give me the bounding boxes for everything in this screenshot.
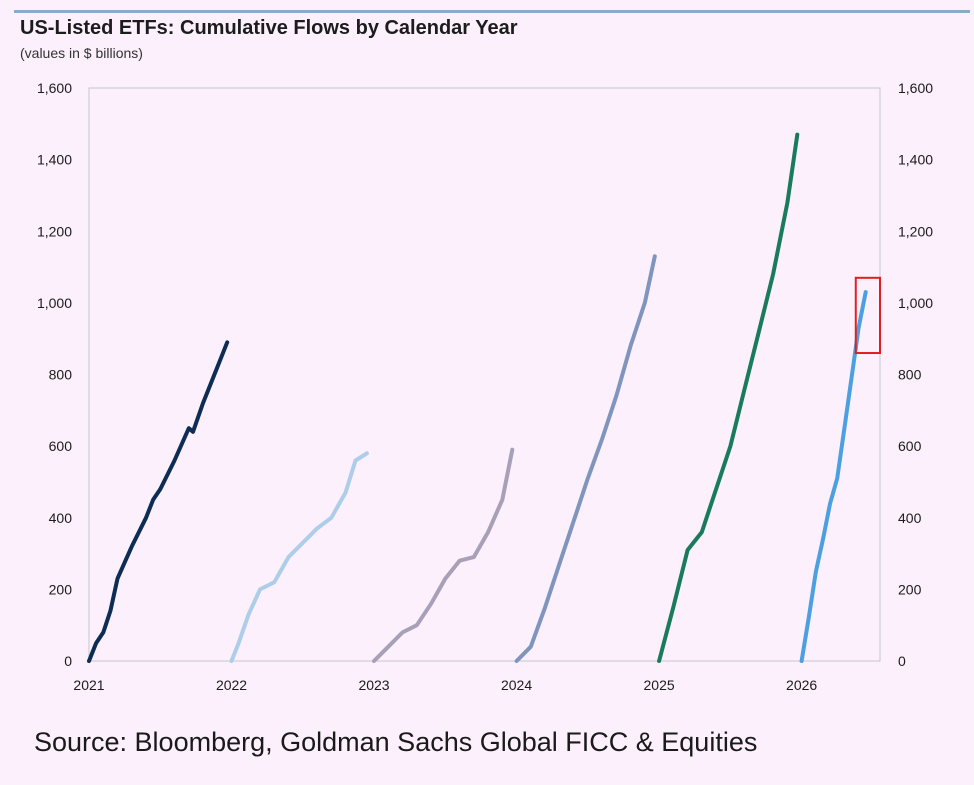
series-lines: [87, 132, 868, 663]
y-tick-left-label: 1,000: [37, 295, 72, 311]
y-tick-right-label: 1,400: [898, 152, 933, 168]
y-tick-left-label: 0: [64, 653, 72, 669]
y-tick-left-label: 1,200: [37, 223, 72, 239]
y-tick-right-label: 0: [898, 653, 906, 669]
y-tick-right-label: 200: [898, 581, 922, 597]
x-axis: 2021 2022 2023 2024 2025 2026: [73, 677, 817, 693]
series-line-5: [657, 132, 800, 663]
x-tick-label: 2021: [73, 677, 104, 693]
y-tick-left-label: 600: [49, 438, 73, 454]
y-tick-left-label: 200: [49, 581, 73, 597]
y-tick-left-label: 1,400: [37, 152, 72, 168]
y-tick-right-label: 600: [898, 438, 922, 454]
series-line-1: [87, 340, 230, 663]
left-y-axis: 0 200 400 600 800 1,000 1,200 1,400 1,600: [37, 80, 72, 669]
y-tick-right-label: 800: [898, 367, 922, 383]
x-tick-label: 2026: [786, 677, 817, 693]
chart-subtitle: (values in $ billions): [20, 45, 143, 61]
x-tick-label: 2023: [358, 677, 389, 693]
y-tick-left-label: 1,600: [37, 80, 72, 96]
source-note: Source: Bloomberg, Goldman Sachs Global …: [34, 727, 758, 757]
annotations: [854, 276, 882, 355]
right-y-axis: 0 200 400 600 800 1,000 1,200 1,400 1,600: [898, 80, 933, 669]
x-tick-label: 2024: [501, 677, 532, 693]
series-line-3: [372, 447, 515, 663]
y-tick-right-label: 400: [898, 510, 922, 526]
series-line-2: [229, 451, 369, 663]
series-line-4: [514, 254, 657, 663]
x-tick-label: 2025: [644, 677, 675, 693]
y-tick-right-label: 1,600: [898, 80, 933, 96]
plot-frame: [88, 87, 881, 662]
top-rule: [14, 10, 970, 13]
highlight-box: [854, 276, 882, 355]
y-tick-left-label: 400: [49, 510, 73, 526]
x-tick-label: 2022: [216, 677, 247, 693]
y-tick-right-label: 1,000: [898, 295, 933, 311]
y-tick-left-label: 800: [49, 367, 73, 383]
chart-title: US-Listed ETFs: Cumulative Flows by Cale…: [20, 17, 518, 39]
y-tick-right-label: 1,200: [898, 223, 933, 239]
